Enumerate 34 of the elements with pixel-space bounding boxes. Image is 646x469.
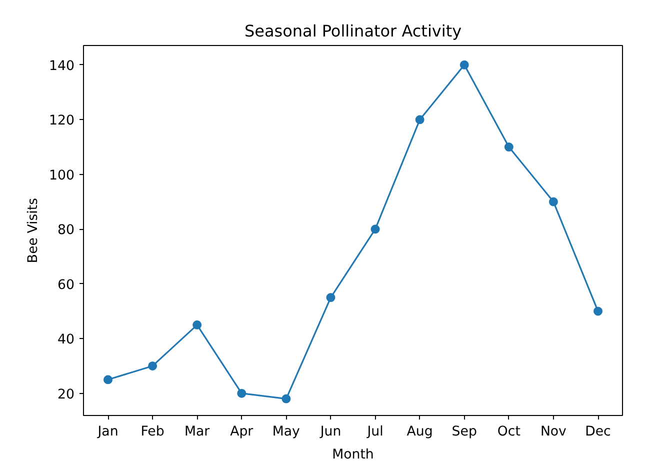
y-tick-label: 140 — [49, 58, 75, 74]
x-tick-label: Jun — [319, 424, 342, 440]
x-tick-label: Dec — [585, 424, 611, 440]
point — [237, 388, 246, 398]
y-tick-label: 100 — [49, 168, 75, 184]
x-axis-title: Month — [332, 448, 374, 462]
y-axis-title: Bee Visits — [26, 198, 42, 264]
point — [326, 293, 336, 302]
point — [104, 375, 112, 384]
chart-title: Seasonal Pollinator Activity — [244, 22, 462, 40]
point — [370, 224, 380, 234]
y-tick-label: 40 — [58, 332, 75, 348]
point — [548, 197, 558, 206]
y-tick-label: 120 — [49, 114, 75, 129]
x-tick-label: Jul — [366, 424, 384, 440]
point — [594, 306, 602, 316]
y-tick-label: 80 — [58, 223, 75, 238]
x-tick-label: Oct — [497, 424, 520, 440]
x-tick-label: Aug — [406, 424, 433, 440]
point — [460, 60, 469, 70]
point — [504, 142, 514, 152]
point — [148, 361, 158, 370]
point — [282, 394, 291, 404]
x-tick-label: Mar — [184, 424, 210, 440]
point — [415, 115, 424, 124]
y-tick-label: 60 — [58, 278, 75, 293]
y-tick-label: 20 — [58, 387, 75, 402]
x-tick-label: Apr — [230, 424, 254, 440]
x-tick-label: Nov — [540, 424, 567, 440]
x-tick-label: Feb — [140, 424, 164, 440]
x-tick-label: Jan — [96, 424, 118, 440]
x-tick-label: Sep — [452, 424, 477, 440]
point — [192, 320, 202, 330]
x-tick-label: May — [272, 424, 300, 440]
